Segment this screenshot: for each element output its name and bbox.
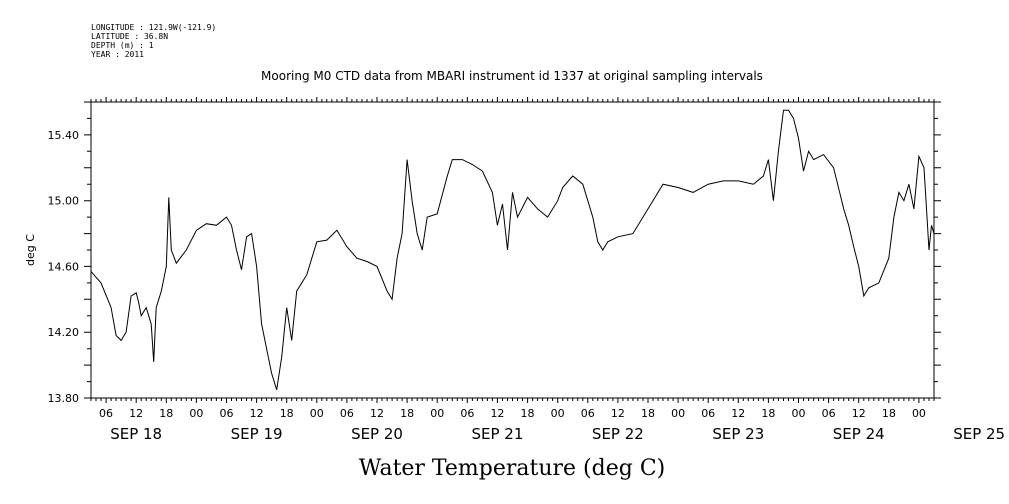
y-tick-label: 13.80 bbox=[48, 392, 80, 405]
x-tick-label: 06 bbox=[99, 407, 113, 420]
x-tick-label: 00 bbox=[189, 407, 203, 420]
day-label: SEP 19 bbox=[231, 425, 283, 443]
day-label: SEP 21 bbox=[471, 425, 523, 443]
x-tick-label: 00 bbox=[912, 407, 926, 420]
y-tick-label: 14.20 bbox=[48, 326, 80, 339]
x-tick-label: 12 bbox=[731, 407, 745, 420]
x-tick-label: 12 bbox=[250, 407, 264, 420]
x-tick-label: 18 bbox=[280, 407, 294, 420]
x-tick-label: 00 bbox=[792, 407, 806, 420]
y-axis-label: deg C bbox=[24, 234, 37, 266]
x-tick-label: 18 bbox=[882, 407, 896, 420]
x-tick-label: 18 bbox=[761, 407, 775, 420]
x-tick-label: 00 bbox=[430, 407, 444, 420]
day-label: SEP 20 bbox=[351, 425, 403, 443]
x-tick-label: 00 bbox=[551, 407, 565, 420]
tick-marks bbox=[84, 97, 941, 403]
day-label: SEP 18 bbox=[110, 425, 162, 443]
longitude-text: LONGITUDE : 121.9W(-121.9) bbox=[91, 23, 216, 32]
x-tick-label: 18 bbox=[159, 407, 173, 420]
x-tick-label: 06 bbox=[701, 407, 715, 420]
x-tick-label: 12 bbox=[611, 407, 625, 420]
chart-title: Mooring M0 CTD data from MBARI instrumen… bbox=[261, 69, 763, 83]
depth-text: DEPTH (m) : 1 bbox=[91, 41, 154, 50]
x-tick-label: 12 bbox=[370, 407, 384, 420]
x-tick-label: 18 bbox=[400, 407, 414, 420]
x-tick-label: 06 bbox=[219, 407, 233, 420]
x-tick-label: 06 bbox=[340, 407, 354, 420]
x-tick-label: 06 bbox=[822, 407, 836, 420]
x-tick-label: 00 bbox=[310, 407, 324, 420]
x-axis-title: Water Temperature (deg C) bbox=[359, 456, 666, 481]
day-label: SEP 24 bbox=[833, 425, 885, 443]
day-label: SEP 22 bbox=[592, 425, 644, 443]
latitude-text: LATITUDE : 36.8N bbox=[91, 32, 168, 41]
x-tick-label: 06 bbox=[581, 407, 595, 420]
y-tick-label: 15.00 bbox=[48, 195, 80, 208]
y-tick-label: 15.40 bbox=[48, 129, 80, 142]
y-tick-labels: 13.80 14.20 14.60 15.00 15.40 bbox=[48, 129, 80, 405]
x-tick-label: 18 bbox=[521, 407, 535, 420]
day-labels: SEP 18 SEP 19 SEP 20 SEP 21 SEP 22 SEP 23 SEP … bbox=[110, 425, 1005, 443]
x-tick-labels: 06 12 18 00 06 12 18 00 06 12 18 00 06 12 18 00 06 12 18 00… bbox=[99, 407, 926, 420]
x-tick-label: 06 bbox=[460, 407, 474, 420]
axis-ticks bbox=[84, 97, 941, 403]
plot-frame bbox=[90, 101, 935, 399]
y-tick-label: 14.60 bbox=[48, 260, 80, 273]
day-label: SEP 23 bbox=[712, 425, 764, 443]
year-text: YEAR : 2011 bbox=[91, 50, 144, 59]
x-tick-label: 00 bbox=[671, 407, 685, 420]
day-label: SEP 25 bbox=[953, 425, 1005, 443]
x-tick-label: 12 bbox=[852, 407, 866, 420]
x-tick-label: 18 bbox=[641, 407, 655, 420]
temperature-series-line bbox=[90, 109, 935, 390]
x-tick-label: 12 bbox=[129, 407, 143, 420]
x-tick-label: 12 bbox=[490, 407, 504, 420]
